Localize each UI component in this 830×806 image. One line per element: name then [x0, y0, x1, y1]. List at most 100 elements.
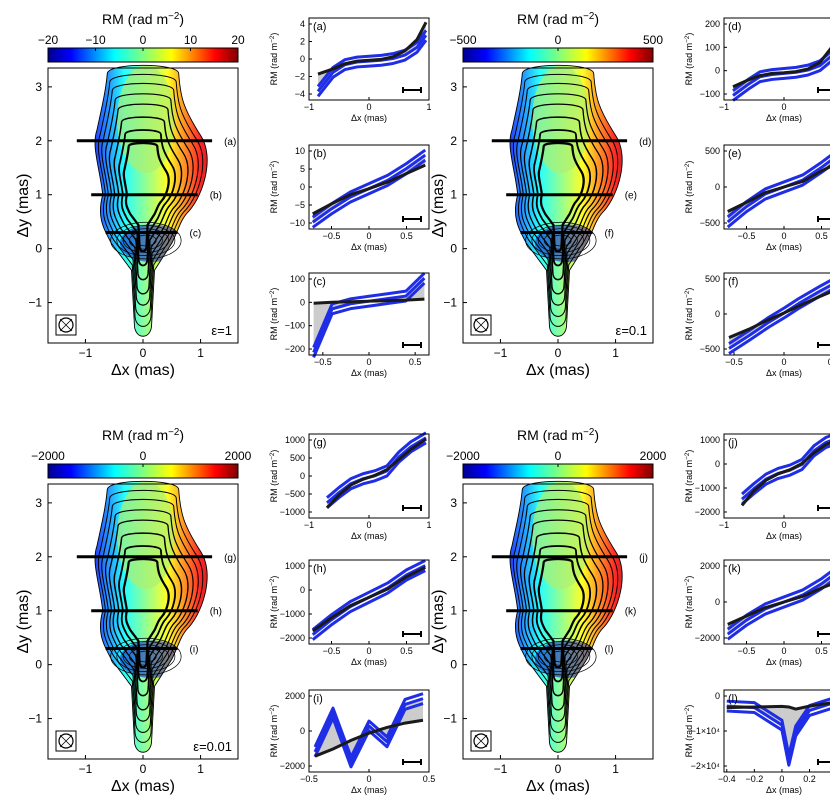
colorbar-title: RM (rad m−2)	[102, 11, 184, 28]
slice-xtick-label: 0	[781, 646, 786, 656]
map-ytick-label: 3	[35, 496, 42, 510]
slice-xlabel: Δx (mas)	[766, 785, 802, 795]
slice-label: (d)	[728, 21, 741, 33]
map-ytick-label: 0	[35, 658, 42, 672]
slice-marker: (e)	[625, 191, 637, 202]
beam-scale-bar	[817, 342, 830, 348]
map-ytick-label: 3	[450, 80, 457, 94]
map-xtick-label: 0	[140, 762, 147, 776]
contour	[529, 117, 596, 280]
slice-xlabel: Δx (mas)	[766, 113, 802, 123]
contour	[529, 533, 596, 696]
slice-ytick-label: 10	[295, 146, 305, 156]
contour	[521, 510, 609, 721]
slice-ytick-label: 0	[300, 726, 305, 736]
colorbar-title: RM (rad m−2)	[102, 427, 184, 444]
slice-marker: (d)	[639, 137, 651, 148]
slice-ylabel: RM (rad m−2)	[269, 288, 280, 341]
map-ylabel: Δy (mas)	[15, 589, 32, 653]
slice-xtick-label: −0.5	[300, 774, 318, 784]
simulated-line	[741, 444, 830, 506]
slice-ytick-label: −2000	[280, 633, 305, 643]
slice-ytick-label: 500	[290, 453, 305, 463]
slice-ytick-label: −100	[285, 321, 305, 331]
slice-xtick-label: 0.5	[400, 646, 413, 656]
simulated-line	[741, 434, 830, 496]
contour	[510, 481, 622, 752]
slice-ylabel: RM (rad m−2)	[684, 576, 695, 629]
simulated-line	[311, 559, 426, 631]
rm-color-map	[510, 481, 623, 753]
slice-xtick-label: 0	[366, 774, 371, 784]
slice-ytick-label: −2×10⁴	[691, 761, 721, 771]
map-ytick-label: −1	[443, 296, 457, 310]
slice-ylabel: RM (rad m−2)	[269, 161, 280, 214]
simulated-line	[728, 279, 830, 345]
slice-ytick-label: 0	[715, 459, 720, 469]
simulated-line	[313, 697, 424, 764]
contour	[102, 83, 198, 316]
slice-label: (h)	[313, 563, 326, 575]
map-xtick-label: 1	[197, 346, 204, 360]
slice-label: (i)	[313, 693, 323, 705]
beam-icon	[473, 733, 489, 749]
slice-ytick-label: 500	[705, 146, 720, 156]
slice-xtick-label: 0	[366, 357, 371, 367]
simulated-line	[312, 272, 426, 349]
slice-xtick-label: 1	[426, 520, 431, 530]
slice-xtick-label: 0.5	[815, 231, 828, 241]
contour-core	[110, 637, 182, 676]
contour	[517, 83, 613, 316]
slice-ytick-label: −2000	[695, 507, 720, 517]
map-xlabel: Δx (mas)	[526, 362, 590, 379]
map-ytick-label: 2	[450, 550, 457, 564]
contour-core	[135, 650, 157, 663]
rm-map: (g) (h) (i)	[55, 476, 236, 762]
slice-ylabel: RM (rad m−2)	[684, 33, 695, 86]
slice-xtick-label: 0	[366, 102, 371, 112]
model-line	[317, 21, 428, 76]
map-ylabel: Δy (mas)	[430, 589, 447, 653]
colorbar-tick-label: 2000	[640, 449, 667, 463]
colorbar-tick-label: −20	[38, 33, 59, 47]
slice-label: (k)	[728, 563, 741, 575]
slice-marker: (c)	[190, 228, 202, 239]
slice-ytick-label: −5	[295, 200, 305, 210]
beam-scale-bar	[402, 505, 422, 511]
slice-label: (j)	[728, 437, 738, 449]
slice-xtick-label: 0	[779, 774, 784, 784]
epsilon-label: ε=0.01	[193, 739, 232, 754]
rm-fill-center	[532, 481, 590, 590]
slice-marker: (f)	[605, 228, 614, 239]
slice-xtick-label: −0.5	[738, 231, 756, 241]
slice-ytick-label: 0	[715, 66, 720, 76]
contour-core	[116, 225, 176, 256]
contour	[102, 499, 198, 732]
map-xtick-label: 1	[612, 346, 619, 360]
slice-ytick-label: 0	[300, 54, 305, 64]
slice-ytick-label: 100	[705, 42, 720, 52]
contour-core	[550, 650, 572, 663]
colorbar-tick-label: 0	[140, 33, 147, 47]
slice-xtick-label: −0.5	[323, 646, 341, 656]
colorbar-tick-label: 0	[140, 449, 147, 463]
slice-xlabel: Δx (mas)	[766, 368, 802, 378]
contour	[98, 74, 202, 326]
map-xtick-label: 0	[140, 346, 147, 360]
rm-map: (a) (b) (c)	[55, 60, 236, 346]
slice-xtick-label: −1	[719, 520, 729, 530]
beam-hatch	[474, 318, 488, 332]
slice-panel-(a): (a) −1 0 1 Δx (mas) 4 2 0 −2 −4 RM (rad m−2)	[269, 17, 432, 123]
colorbar-tick-label: −10	[85, 33, 106, 47]
slice-ylabel: RM (rad m−2)	[269, 450, 280, 503]
slice-xtick-label: −0.4	[718, 774, 736, 784]
model-line	[726, 701, 830, 711]
epsilon-label: ε=0.1	[616, 323, 647, 338]
simulated-line	[311, 569, 426, 641]
map-xtick-label: −1	[79, 346, 93, 360]
simulated-line	[316, 39, 428, 98]
slice-xtick-label: −0.5	[314, 357, 332, 367]
